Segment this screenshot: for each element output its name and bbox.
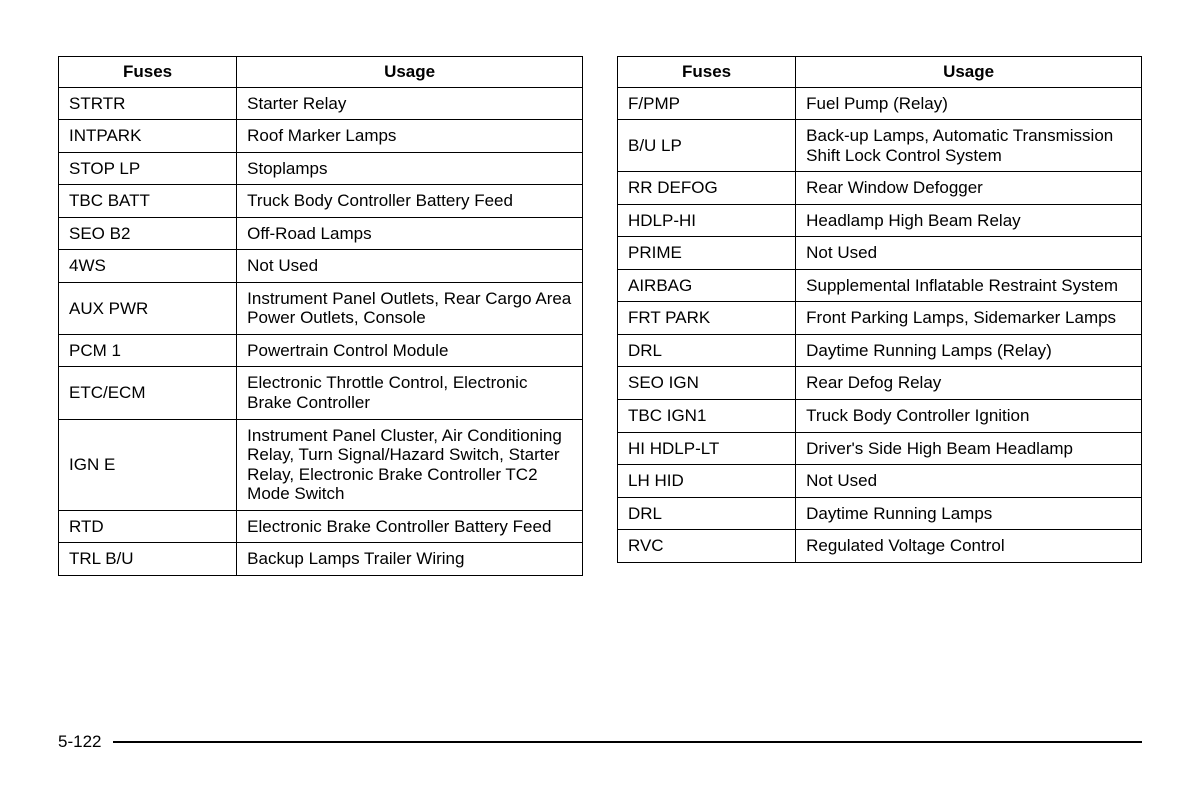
usage-cell: Back-up Lamps, Automatic Transmission Sh… xyxy=(796,120,1142,172)
fuse-cell: STOP LP xyxy=(59,152,237,185)
fuse-cell: DRL xyxy=(618,497,796,530)
fuse-cell: AUX PWR xyxy=(59,282,237,334)
usage-cell: Off-Road Lamps xyxy=(237,217,583,250)
table-row: HDLP-HIHeadlamp High Beam Relay xyxy=(618,204,1142,237)
table-header-row: Fuses Usage xyxy=(59,57,583,88)
table-row: TRL B/UBackup Lamps Trailer Wiring xyxy=(59,543,583,576)
usage-cell: Stoplamps xyxy=(237,152,583,185)
table-row: RTDElectronic Brake Controller Battery F… xyxy=(59,510,583,543)
usage-cell: Driver's Side High Beam Headlamp xyxy=(796,432,1142,465)
table-row: IGN EInstrument Panel Cluster, Air Condi… xyxy=(59,419,583,510)
fuse-cell: SEO IGN xyxy=(618,367,796,400)
table-row: FRT PARKFront Parking Lamps, Sidemarker … xyxy=(618,302,1142,335)
left-column: Fuses Usage STRTRStarter RelayINTPARKRoo… xyxy=(58,56,583,576)
table-row: LH HIDNot Used xyxy=(618,465,1142,498)
usage-cell: Regulated Voltage Control xyxy=(796,530,1142,563)
fuse-cell: RTD xyxy=(59,510,237,543)
fuse-table-left: Fuses Usage STRTRStarter RelayINTPARKRoo… xyxy=(58,56,583,576)
usage-cell: Powertrain Control Module xyxy=(237,334,583,367)
table-row: B/U LPBack-up Lamps, Automatic Transmiss… xyxy=(618,120,1142,172)
table-row: ETC/ECMElectronic Throttle Control, Elec… xyxy=(59,367,583,419)
table-row: AIRBAGSupplemental Inflatable Restraint … xyxy=(618,269,1142,302)
fuse-cell: TRL B/U xyxy=(59,543,237,576)
usage-cell: Front Parking Lamps, Sidemarker Lamps xyxy=(796,302,1142,335)
usage-cell: Instrument Panel Cluster, Air Conditioni… xyxy=(237,419,583,510)
page-number: 5-122 xyxy=(58,732,113,752)
fuse-cell: TBC BATT xyxy=(59,185,237,218)
usage-cell: Fuel Pump (Relay) xyxy=(796,87,1142,120)
table-row: PCM 1Powertrain Control Module xyxy=(59,334,583,367)
table-row: INTPARKRoof Marker Lamps xyxy=(59,120,583,153)
col-header-usage: Usage xyxy=(796,57,1142,88)
table-row: STRTRStarter Relay xyxy=(59,87,583,120)
table-row: F/PMPFuel Pump (Relay) xyxy=(618,87,1142,120)
usage-cell: Truck Body Controller Ignition xyxy=(796,400,1142,433)
fuse-cell: PCM 1 xyxy=(59,334,237,367)
usage-cell: Electronic Throttle Control, Electronic … xyxy=(237,367,583,419)
fuse-cell: INTPARK xyxy=(59,120,237,153)
usage-cell: Backup Lamps Trailer Wiring xyxy=(237,543,583,576)
fuse-cell: ETC/ECM xyxy=(59,367,237,419)
table-header-row: Fuses Usage xyxy=(618,57,1142,88)
usage-cell: Instrument Panel Outlets, Rear Cargo Are… xyxy=(237,282,583,334)
col-header-usage: Usage xyxy=(237,57,583,88)
two-column-layout: Fuses Usage STRTRStarter RelayINTPARKRoo… xyxy=(58,56,1142,576)
right-column: Fuses Usage F/PMPFuel Pump (Relay)B/U LP… xyxy=(617,56,1142,576)
fuse-cell: 4WS xyxy=(59,250,237,283)
fuse-cell: FRT PARK xyxy=(618,302,796,335)
fuse-cell: STRTR xyxy=(59,87,237,120)
fuse-table-right: Fuses Usage F/PMPFuel Pump (Relay)B/U LP… xyxy=(617,56,1142,563)
fuse-cell: HDLP-HI xyxy=(618,204,796,237)
fuse-cell: LH HID xyxy=(618,465,796,498)
usage-cell: Daytime Running Lamps xyxy=(796,497,1142,530)
fuse-cell: F/PMP xyxy=(618,87,796,120)
usage-cell: Daytime Running Lamps (Relay) xyxy=(796,334,1142,367)
usage-cell: Starter Relay xyxy=(237,87,583,120)
usage-cell: Not Used xyxy=(796,465,1142,498)
usage-cell: Rear Window Defogger xyxy=(796,172,1142,205)
table-row: DRLDaytime Running Lamps xyxy=(618,497,1142,530)
table-body-right: F/PMPFuel Pump (Relay)B/U LPBack-up Lamp… xyxy=(618,87,1142,562)
fuse-cell: DRL xyxy=(618,334,796,367)
manual-page: Fuses Usage STRTRStarter RelayINTPARKRoo… xyxy=(0,0,1200,800)
table-row: 4WSNot Used xyxy=(59,250,583,283)
usage-cell: Not Used xyxy=(796,237,1142,270)
fuse-cell: AIRBAG xyxy=(618,269,796,302)
table-row: AUX PWRInstrument Panel Outlets, Rear Ca… xyxy=(59,282,583,334)
page-footer: 5-122 xyxy=(58,732,1142,752)
usage-cell: Roof Marker Lamps xyxy=(237,120,583,153)
table-body-left: STRTRStarter RelayINTPARKRoof Marker Lam… xyxy=(59,87,583,575)
footer-rule xyxy=(113,741,1142,743)
table-row: TBC BATTTruck Body Controller Battery Fe… xyxy=(59,185,583,218)
fuse-cell: SEO B2 xyxy=(59,217,237,250)
col-header-fuses: Fuses xyxy=(59,57,237,88)
fuse-cell: PRIME xyxy=(618,237,796,270)
usage-cell: Rear Defog Relay xyxy=(796,367,1142,400)
table-row: SEO IGNRear Defog Relay xyxy=(618,367,1142,400)
usage-cell: Supplemental Inflatable Restraint System xyxy=(796,269,1142,302)
fuse-cell: TBC IGN1 xyxy=(618,400,796,433)
fuse-cell: HI HDLP-LT xyxy=(618,432,796,465)
fuse-cell: RVC xyxy=(618,530,796,563)
table-row: RVCRegulated Voltage Control xyxy=(618,530,1142,563)
usage-cell: Headlamp High Beam Relay xyxy=(796,204,1142,237)
usage-cell: Truck Body Controller Battery Feed xyxy=(237,185,583,218)
fuse-cell: IGN E xyxy=(59,419,237,510)
table-row: DRLDaytime Running Lamps (Relay) xyxy=(618,334,1142,367)
fuse-cell: B/U LP xyxy=(618,120,796,172)
table-row: STOP LPStoplamps xyxy=(59,152,583,185)
usage-cell: Electronic Brake Controller Battery Feed xyxy=(237,510,583,543)
fuse-cell: RR DEFOG xyxy=(618,172,796,205)
col-header-fuses: Fuses xyxy=(618,57,796,88)
table-row: RR DEFOGRear Window Defogger xyxy=(618,172,1142,205)
usage-cell: Not Used xyxy=(237,250,583,283)
table-row: PRIMENot Used xyxy=(618,237,1142,270)
table-row: SEO B2Off-Road Lamps xyxy=(59,217,583,250)
table-row: HI HDLP-LTDriver's Side High Beam Headla… xyxy=(618,432,1142,465)
table-row: TBC IGN1Truck Body Controller Ignition xyxy=(618,400,1142,433)
